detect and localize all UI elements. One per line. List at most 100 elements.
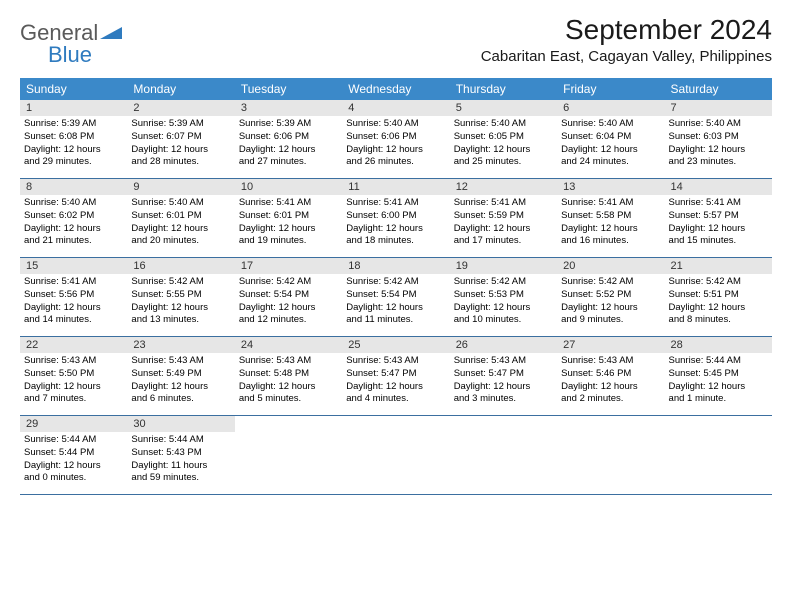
sunrise-text: Sunrise: 5:41 AM — [239, 197, 338, 210]
day-cell: 7Sunrise: 5:40 AMSunset: 6:03 PMDaylight… — [665, 100, 772, 178]
day-cell: 5Sunrise: 5:40 AMSunset: 6:05 PMDaylight… — [450, 100, 557, 178]
sunset-text: Sunset: 5:48 PM — [239, 368, 338, 381]
day-cell — [342, 416, 449, 494]
daylight-text-2: and 7 minutes. — [24, 393, 123, 406]
sunset-text: Sunset: 6:01 PM — [131, 210, 230, 223]
day-header: Wednesday — [342, 78, 449, 100]
day-number: 16 — [127, 258, 234, 274]
sunrise-text: Sunrise: 5:42 AM — [561, 276, 660, 289]
day-cell: 10Sunrise: 5:41 AMSunset: 6:01 PMDayligh… — [235, 179, 342, 257]
sunset-text: Sunset: 6:01 PM — [239, 210, 338, 223]
daylight-text-1: Daylight: 12 hours — [131, 223, 230, 236]
sunrise-text: Sunrise: 5:40 AM — [561, 118, 660, 131]
sunrise-text: Sunrise: 5:40 AM — [669, 118, 768, 131]
daylight-text-1: Daylight: 12 hours — [669, 302, 768, 315]
sunset-text: Sunset: 6:07 PM — [131, 131, 230, 144]
daylight-text-2: and 13 minutes. — [131, 314, 230, 327]
sunset-text: Sunset: 5:44 PM — [24, 447, 123, 460]
day-number: 29 — [20, 416, 127, 432]
daylight-text-1: Daylight: 12 hours — [346, 381, 445, 394]
day-number: 3 — [235, 100, 342, 116]
day-cell: 28Sunrise: 5:44 AMSunset: 5:45 PMDayligh… — [665, 337, 772, 415]
day-number: 5 — [450, 100, 557, 116]
sunset-text: Sunset: 5:49 PM — [131, 368, 230, 381]
day-number: 20 — [557, 258, 664, 274]
daylight-text-2: and 4 minutes. — [346, 393, 445, 406]
day-number: 10 — [235, 179, 342, 195]
week-row: 1Sunrise: 5:39 AMSunset: 6:08 PMDaylight… — [20, 100, 772, 179]
day-number: 12 — [450, 179, 557, 195]
daylight-text-1: Daylight: 12 hours — [24, 144, 123, 157]
day-cell: 8Sunrise: 5:40 AMSunset: 6:02 PMDaylight… — [20, 179, 127, 257]
sunrise-text: Sunrise: 5:40 AM — [346, 118, 445, 131]
day-cell: 13Sunrise: 5:41 AMSunset: 5:58 PMDayligh… — [557, 179, 664, 257]
daylight-text-1: Daylight: 12 hours — [131, 302, 230, 315]
sunset-text: Sunset: 6:05 PM — [454, 131, 553, 144]
sunrise-text: Sunrise: 5:43 AM — [561, 355, 660, 368]
title-block: September 2024 Cabaritan East, Cagayan V… — [481, 14, 772, 65]
day-cell — [235, 416, 342, 494]
day-cell: 12Sunrise: 5:41 AMSunset: 5:59 PMDayligh… — [450, 179, 557, 257]
daylight-text-2: and 14 minutes. — [24, 314, 123, 327]
sunset-text: Sunset: 5:46 PM — [561, 368, 660, 381]
day-cell: 16Sunrise: 5:42 AMSunset: 5:55 PMDayligh… — [127, 258, 234, 336]
sunrise-text: Sunrise: 5:41 AM — [346, 197, 445, 210]
daylight-text-1: Daylight: 11 hours — [131, 460, 230, 473]
day-number: 23 — [127, 337, 234, 353]
day-cell: 18Sunrise: 5:42 AMSunset: 5:54 PMDayligh… — [342, 258, 449, 336]
sunrise-text: Sunrise: 5:42 AM — [239, 276, 338, 289]
daylight-text-2: and 29 minutes. — [24, 156, 123, 169]
daylight-text-1: Daylight: 12 hours — [454, 381, 553, 394]
daylight-text-1: Daylight: 12 hours — [561, 144, 660, 157]
daylight-text-1: Daylight: 12 hours — [561, 302, 660, 315]
daylight-text-2: and 8 minutes. — [669, 314, 768, 327]
day-cell — [450, 416, 557, 494]
sunrise-text: Sunrise: 5:43 AM — [239, 355, 338, 368]
daylight-text-1: Daylight: 12 hours — [669, 223, 768, 236]
sunrise-text: Sunrise: 5:41 AM — [24, 276, 123, 289]
sunrise-text: Sunrise: 5:43 AM — [24, 355, 123, 368]
day-number: 6 — [557, 100, 664, 116]
day-header-row: SundayMondayTuesdayWednesdayThursdayFrid… — [20, 78, 772, 100]
day-number: 13 — [557, 179, 664, 195]
week-row: 15Sunrise: 5:41 AMSunset: 5:56 PMDayligh… — [20, 258, 772, 337]
day-cell: 1Sunrise: 5:39 AMSunset: 6:08 PMDaylight… — [20, 100, 127, 178]
daylight-text-2: and 12 minutes. — [239, 314, 338, 327]
day-cell: 23Sunrise: 5:43 AMSunset: 5:49 PMDayligh… — [127, 337, 234, 415]
sunrise-text: Sunrise: 5:42 AM — [346, 276, 445, 289]
day-cell: 9 Sunrise: 5:40 AMSunset: 6:01 PMDaylight… — [127, 179, 234, 257]
sunrise-text: Sunrise: 5:41 AM — [669, 197, 768, 210]
sunset-text: Sunset: 6:04 PM — [561, 131, 660, 144]
sunset-text: Sunset: 5:57 PM — [669, 210, 768, 223]
week-row: 22Sunrise: 5:43 AMSunset: 5:50 PMDayligh… — [20, 337, 772, 416]
sunrise-text: Sunrise: 5:40 AM — [131, 197, 230, 210]
daylight-text-2: and 2 minutes. — [561, 393, 660, 406]
daylight-text-2: and 27 minutes. — [239, 156, 338, 169]
logo-triangle-icon — [100, 25, 122, 41]
day-number: 26 — [450, 337, 557, 353]
daylight-text-1: Daylight: 12 hours — [24, 460, 123, 473]
day-number: 22 — [20, 337, 127, 353]
sunrise-text: Sunrise: 5:43 AM — [454, 355, 553, 368]
daylight-text-1: Daylight: 12 hours — [239, 144, 338, 157]
sunrise-text: Sunrise: 5:39 AM — [239, 118, 338, 131]
day-number: 14 — [665, 179, 772, 195]
day-header: Saturday — [665, 78, 772, 100]
daylight-text-1: Daylight: 12 hours — [24, 302, 123, 315]
day-cell: 25Sunrise: 5:43 AMSunset: 5:47 PMDayligh… — [342, 337, 449, 415]
day-cell: 27Sunrise: 5:43 AMSunset: 5:46 PMDayligh… — [557, 337, 664, 415]
sunrise-text: Sunrise: 5:41 AM — [561, 197, 660, 210]
day-number: 11 — [342, 179, 449, 195]
day-number: 25 — [342, 337, 449, 353]
sunset-text: Sunset: 5:58 PM — [561, 210, 660, 223]
day-number: 4 — [342, 100, 449, 116]
daylight-text-2: and 23 minutes. — [669, 156, 768, 169]
sunrise-text: Sunrise: 5:43 AM — [346, 355, 445, 368]
sunrise-text: Sunrise: 5:40 AM — [454, 118, 553, 131]
day-number: 9 — [127, 179, 234, 195]
daylight-text-2: and 15 minutes. — [669, 235, 768, 248]
sunset-text: Sunset: 5:52 PM — [561, 289, 660, 302]
daylight-text-1: Daylight: 12 hours — [346, 223, 445, 236]
day-number: 1 — [20, 100, 127, 116]
daylight-text-2: and 6 minutes. — [131, 393, 230, 406]
